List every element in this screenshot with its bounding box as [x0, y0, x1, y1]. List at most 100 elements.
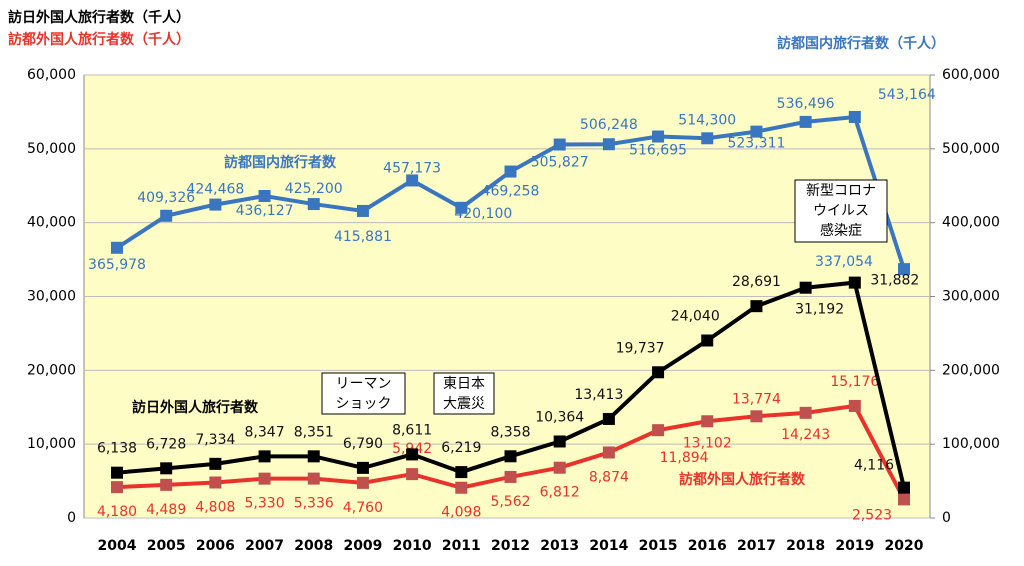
x-tick-label: 2004 [98, 538, 137, 554]
marker [258, 450, 271, 463]
data-label: 6,790 [343, 436, 383, 452]
data-label: 13,102 [683, 435, 732, 451]
marker [750, 125, 763, 138]
marker [602, 138, 615, 151]
marker [356, 476, 369, 489]
data-label: 506,248 [580, 117, 638, 133]
data-label: 28,691 [732, 274, 781, 290]
marker [111, 481, 123, 494]
annotation-box [794, 179, 888, 243]
y-axis-title: 訪日外国人旅行者数（千人） [8, 9, 190, 26]
marker [652, 424, 665, 437]
data-label: 4,489 [146, 502, 186, 518]
marker [701, 132, 714, 145]
data-label: 424,468 [186, 182, 244, 198]
data-label: 13,774 [732, 391, 781, 407]
marker [652, 130, 665, 143]
annotation-text: リーマン [336, 376, 392, 392]
x-tick-label: 2005 [147, 538, 186, 554]
marker [750, 410, 763, 423]
data-label: 523,311 [727, 136, 785, 152]
marker [602, 412, 615, 425]
marker [160, 462, 173, 475]
marker [504, 470, 517, 483]
x-tick-label: 2009 [343, 538, 382, 554]
marker [898, 493, 910, 506]
y2-tick-label: 100,000 [942, 436, 1000, 452]
marker [799, 115, 812, 128]
x-tick-label: 2018 [786, 538, 825, 554]
marker [209, 198, 222, 211]
data-label: 11,894 [660, 450, 709, 466]
marker [406, 468, 419, 481]
data-label: 4,116 [854, 458, 894, 474]
x-tick-label: 2019 [835, 538, 874, 554]
data-label: 10,364 [535, 409, 584, 425]
data-label: 6,728 [146, 436, 186, 452]
y2-tick-label: 600,000 [942, 67, 1000, 83]
annotation-text: ウイルス [813, 203, 869, 219]
data-label: 5,330 [245, 496, 285, 512]
data-label: 420,100 [454, 206, 512, 222]
x-tick-label: 2015 [639, 538, 678, 554]
marker [209, 457, 222, 470]
data-label: 516,695 [629, 143, 687, 159]
series-label: 訪都国内旅行者数 [224, 154, 337, 171]
data-label: 31,192 [795, 302, 844, 318]
annotation-text: 東日本 [443, 376, 485, 392]
marker [848, 399, 861, 412]
data-label: 4,098 [441, 505, 481, 521]
marker [307, 472, 320, 485]
data-label: 5,562 [490, 494, 530, 510]
marker [799, 281, 812, 294]
data-label: 4,180 [97, 504, 137, 520]
data-label: 6,138 [97, 441, 137, 457]
marker [848, 110, 861, 123]
y2-tick-label: 300,000 [942, 289, 1000, 305]
data-label: 15,176 [830, 374, 879, 390]
marker [307, 450, 320, 463]
marker [356, 204, 369, 217]
y2-tick-label: 200,000 [942, 362, 1000, 378]
marker [701, 334, 714, 347]
data-label: 6,812 [540, 485, 580, 501]
marker [111, 241, 123, 254]
data-label: 24,040 [671, 309, 720, 325]
x-tick-label: 2014 [589, 538, 628, 554]
marker [898, 263, 910, 276]
data-label: 4,808 [195, 500, 235, 516]
x-tick-label: 2016 [688, 538, 727, 554]
marker [455, 481, 468, 494]
data-label: 436,127 [236, 203, 294, 219]
x-tick-label: 2007 [245, 538, 284, 554]
x-tick-label: 2011 [442, 538, 481, 554]
marker [406, 448, 419, 461]
data-label: 13,413 [574, 387, 623, 403]
data-label: 469,258 [482, 184, 540, 200]
y-tick-label: 40,000 [27, 215, 76, 231]
y2-axis-title: 訪都国内旅行者数（千人） [777, 35, 945, 52]
marker [160, 209, 173, 222]
marker [504, 450, 517, 463]
annotation-text: ショック [336, 396, 392, 412]
data-label: 2,523 [852, 507, 892, 523]
y-tick-label: 10,000 [27, 436, 76, 452]
marker [701, 415, 714, 428]
marker [258, 472, 271, 485]
annotation-text: 新型コロナ [806, 183, 876, 199]
data-label: 409,326 [137, 190, 195, 206]
marker [553, 461, 566, 474]
marker [406, 174, 419, 187]
data-label: 6,219 [441, 440, 481, 456]
marker [455, 201, 468, 214]
series-label: 訪都外国人旅行者数 [679, 471, 806, 488]
data-label: 415,881 [334, 229, 392, 245]
y2-tick-label: 400,000 [942, 215, 1000, 231]
data-label: 4,760 [343, 500, 383, 516]
y-axis-title: 訪都外国人旅行者数（千人） [8, 31, 190, 48]
marker [799, 406, 812, 419]
data-label: 8,351 [294, 424, 334, 440]
marker [356, 461, 369, 474]
y-tick-label: 0 [67, 510, 76, 526]
